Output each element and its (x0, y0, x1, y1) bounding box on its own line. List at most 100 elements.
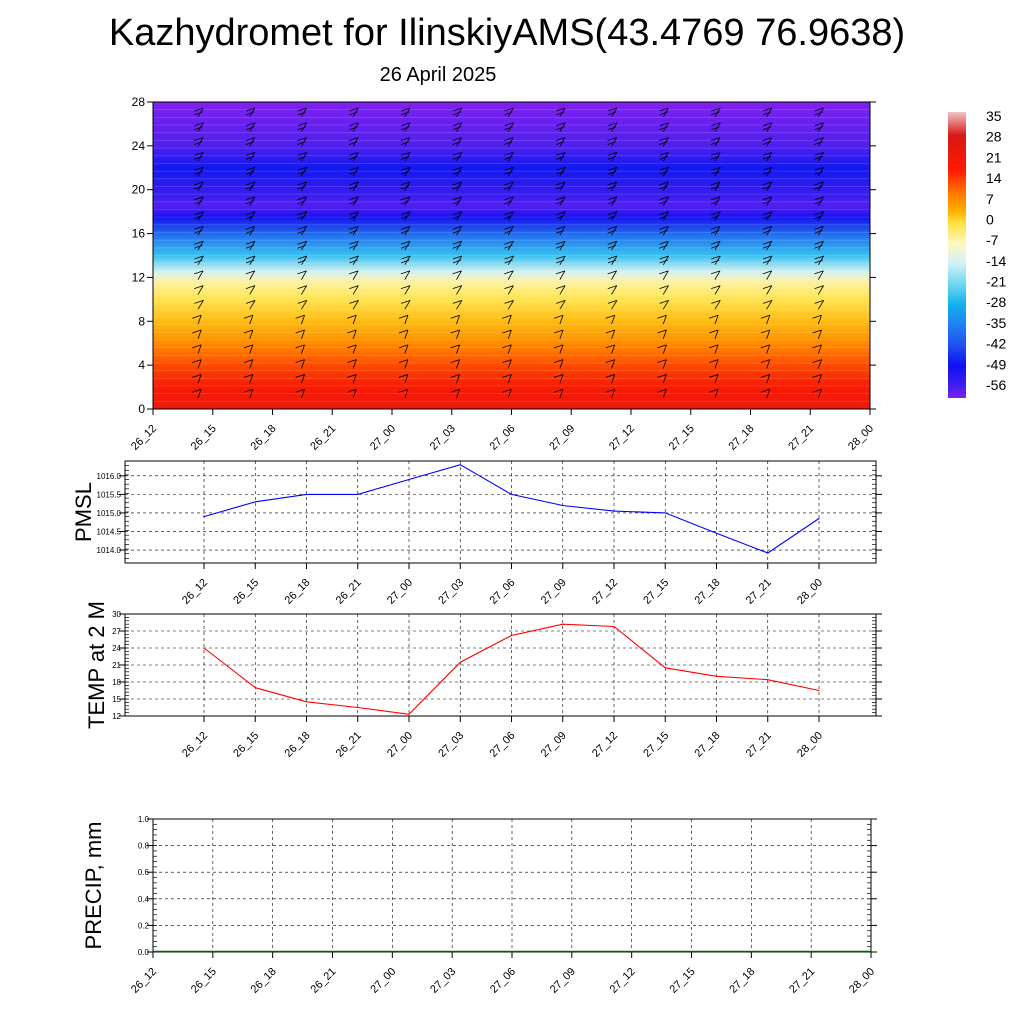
wind-barb-flag (452, 111, 461, 116)
wind-barb-flag (349, 226, 359, 230)
wind-barb (559, 344, 564, 354)
wind-barb-flag (400, 152, 411, 156)
wind-barb-flag (192, 359, 202, 364)
data-point (562, 623, 564, 625)
wind-barb-flag (814, 285, 824, 290)
wind-barb-flag (452, 196, 462, 201)
wind-barb (456, 389, 461, 399)
colorbar-label: 14 (986, 170, 1002, 186)
wind-barb-flag (194, 170, 203, 175)
wind-barb-flag (814, 166, 824, 171)
data-point (254, 687, 256, 689)
wind-barb-flag (711, 211, 721, 215)
wind-barb-flag (502, 388, 512, 393)
wind-barb-flag (762, 126, 772, 131)
wind-barb-flag (504, 126, 513, 131)
wind-barb (197, 300, 204, 310)
wind-barb-flag (555, 226, 566, 230)
wind-barb-flag (194, 285, 204, 290)
wind-barb-flag (762, 240, 773, 245)
wind-barb-flag (607, 141, 616, 145)
wind-barb-flag (243, 329, 254, 334)
wind-barb-flag (659, 285, 669, 290)
x-tick-label: 26_18 (283, 577, 313, 607)
wind-barb-flag (709, 359, 719, 364)
wind-barb-flag (349, 200, 358, 205)
y-tick-label: 24 (132, 139, 146, 153)
x-tick-label: 27_15 (641, 730, 671, 760)
wind-barb-flag (711, 126, 720, 131)
wind-barb-flag (814, 259, 823, 264)
wind-barb-flag (452, 230, 461, 234)
wind-barb (714, 300, 721, 310)
wind-barb (766, 285, 773, 295)
wind-barb-flag (659, 196, 669, 201)
x-tick-label: 27_15 (641, 577, 671, 607)
wind-barb-flag (607, 215, 617, 219)
wind-barb (301, 329, 305, 339)
x-tick-label: 27_03 (436, 577, 466, 607)
wind-barb-flag (245, 230, 254, 234)
y-tick-label: 0 (138, 402, 145, 416)
wind-barb-flag (245, 185, 254, 190)
wind-barb-flag (245, 107, 256, 112)
wind-barb-flag (295, 388, 305, 393)
wind-barb-flag (814, 185, 823, 190)
wind-barb-flag (245, 200, 255, 205)
wind-barb-flag (814, 181, 824, 186)
wind-barb-flag (245, 215, 255, 219)
wind-barb (662, 344, 667, 354)
y-tick-label: 28 (132, 95, 146, 109)
wind-barb-flag (194, 122, 204, 127)
wind-barb (611, 300, 618, 310)
wind-barb-flag (812, 388, 822, 393)
wind-barb (817, 344, 822, 354)
wind-barb-flag (762, 141, 771, 145)
pmsl-panel: 1014.0 1014.5 1015.0 1015.5 1016.0 26_12 26_15… (71, 460, 882, 607)
wind-barb-flag (398, 329, 409, 334)
wind-barb-flag (504, 181, 514, 186)
wind-barb-flag (607, 107, 617, 112)
wind-barb-flag (762, 226, 772, 230)
wind-barb-flag (297, 170, 306, 175)
data-point (305, 493, 308, 495)
data-point (715, 532, 718, 534)
wind-barb (456, 374, 461, 384)
wind-barb-flag (659, 137, 669, 141)
y-tick-label: 30 (112, 610, 121, 619)
wind-barb (714, 329, 719, 339)
wind-barb-flag (555, 230, 565, 234)
wind-barb-flag (349, 185, 358, 190)
wind-barb-flag (504, 122, 514, 127)
wind-barb-flag (709, 329, 719, 334)
wind-barb-flag (762, 211, 773, 215)
wind-barb-flag (504, 244, 513, 249)
wind-barb-flag (193, 230, 203, 234)
wind-barb (559, 329, 564, 339)
colorbar-label: -7 (986, 232, 999, 248)
wind-barb-flag (556, 215, 565, 219)
wind-barb-flag (452, 226, 462, 230)
y-tick-label: 16 (132, 227, 146, 241)
wind-barb-flag (555, 244, 565, 249)
wind-barb-flag (192, 329, 202, 334)
wind-barb-flag (297, 126, 306, 131)
wind-barb-flag (194, 240, 204, 245)
wind-barb (662, 300, 669, 310)
wind-barb (662, 374, 667, 384)
wind-barb-flag (400, 244, 410, 249)
wind-barb (352, 285, 359, 295)
x-tick-label: 28_00 (795, 577, 825, 607)
wind-barb-flag (245, 300, 256, 304)
wind-barb (507, 389, 512, 399)
wind-barb-flag (452, 285, 462, 290)
y-tick-label: 1014.0 (97, 546, 122, 555)
wind-barb-flag (401, 166, 411, 171)
wind-barb (817, 315, 822, 325)
temperature-wind-panel: 0 4 8 12 16 20 24 28 26_12 26_15 26_18 26_21 27_00 27… (129, 95, 876, 453)
x-tick-label: 28_00 (795, 730, 825, 760)
wind-barb (197, 344, 202, 354)
wind-barb-flag (814, 244, 823, 249)
wind-barb (766, 315, 771, 325)
